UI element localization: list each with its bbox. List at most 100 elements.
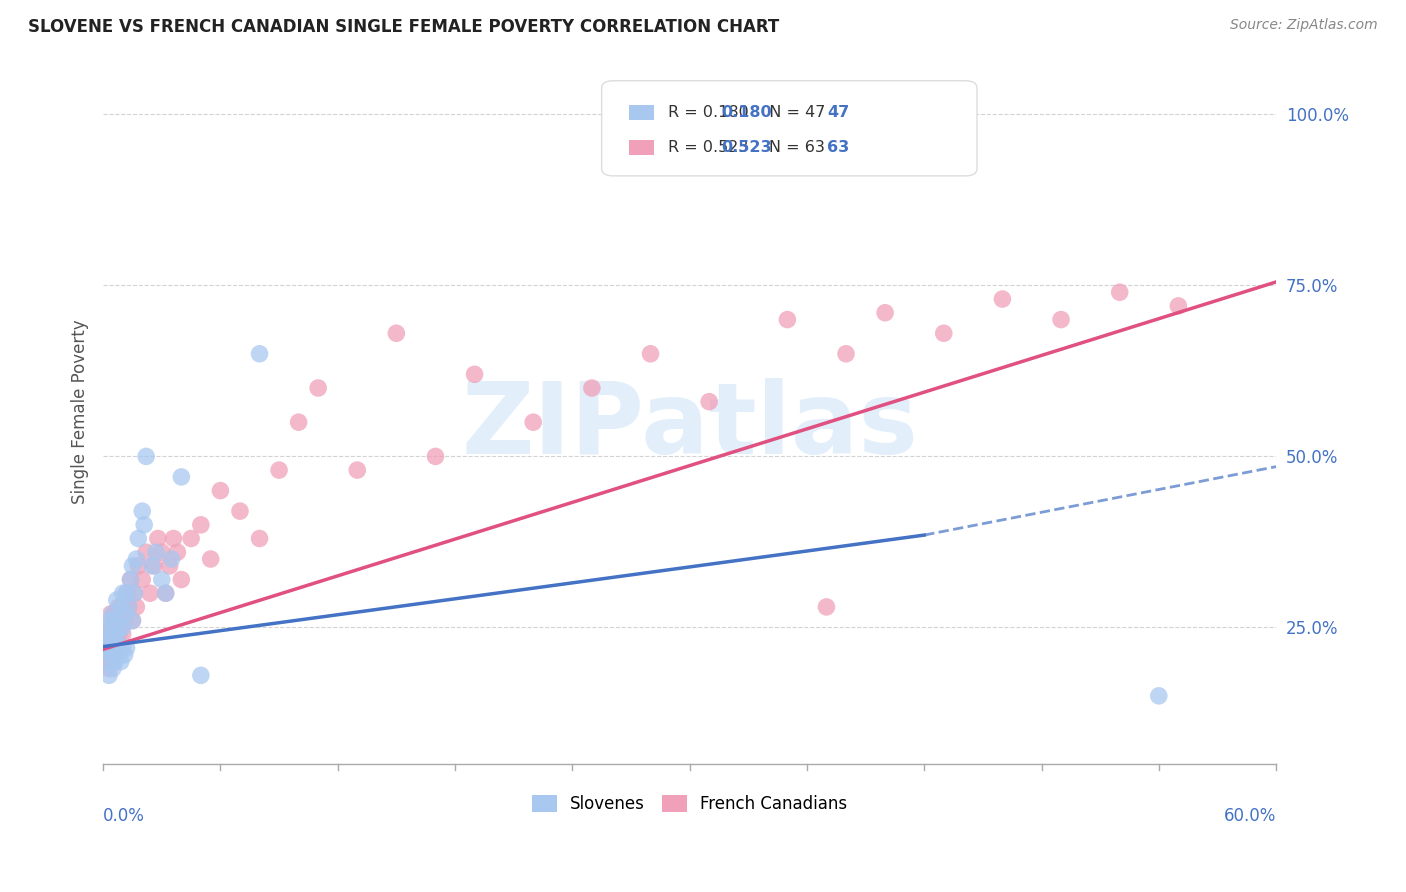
Point bbox=[105, 640, 128, 655]
Point bbox=[121, 614, 143, 628]
Point bbox=[125, 599, 148, 614]
Point bbox=[932, 326, 955, 341]
Point bbox=[110, 620, 132, 634]
Point bbox=[120, 573, 142, 587]
Text: 0.523: 0.523 bbox=[721, 140, 772, 155]
Point bbox=[98, 668, 121, 682]
Point bbox=[229, 504, 252, 518]
Point bbox=[159, 558, 181, 573]
Point bbox=[464, 368, 486, 382]
Point bbox=[94, 640, 117, 655]
Point bbox=[155, 586, 177, 600]
Point bbox=[110, 655, 132, 669]
Text: 0.180: 0.180 bbox=[721, 105, 772, 120]
Point bbox=[1050, 312, 1073, 326]
Point bbox=[150, 545, 173, 559]
Point bbox=[385, 326, 408, 341]
Point bbox=[135, 545, 157, 559]
Y-axis label: Single Female Poverty: Single Female Poverty bbox=[72, 319, 89, 504]
Point bbox=[104, 634, 127, 648]
Point bbox=[111, 640, 134, 655]
Point bbox=[111, 620, 134, 634]
Point bbox=[101, 661, 124, 675]
Point bbox=[139, 586, 162, 600]
Point bbox=[131, 504, 153, 518]
Text: 60.0%: 60.0% bbox=[1223, 806, 1277, 824]
Point bbox=[104, 655, 127, 669]
Point bbox=[1167, 299, 1189, 313]
Point bbox=[160, 552, 183, 566]
Point bbox=[249, 532, 271, 546]
Point bbox=[98, 661, 121, 675]
Point bbox=[96, 620, 118, 634]
Point bbox=[100, 627, 122, 641]
Point bbox=[117, 599, 139, 614]
Point bbox=[267, 463, 290, 477]
Point bbox=[104, 607, 127, 621]
Point bbox=[835, 347, 858, 361]
Point bbox=[141, 558, 163, 573]
Point bbox=[522, 415, 544, 429]
Point bbox=[124, 586, 146, 600]
Point bbox=[991, 292, 1014, 306]
Text: 47: 47 bbox=[827, 105, 849, 120]
Point bbox=[697, 394, 720, 409]
Point bbox=[117, 599, 139, 614]
Point bbox=[115, 586, 138, 600]
Point bbox=[640, 347, 662, 361]
Point bbox=[107, 599, 129, 614]
FancyBboxPatch shape bbox=[602, 81, 977, 176]
Point bbox=[776, 312, 799, 326]
Point bbox=[134, 517, 156, 532]
Point bbox=[131, 573, 153, 587]
Point bbox=[115, 586, 138, 600]
Point bbox=[105, 614, 128, 628]
Point bbox=[100, 607, 122, 621]
Legend: Slovenes, French Canadians: Slovenes, French Canadians bbox=[526, 788, 853, 820]
Point bbox=[170, 470, 193, 484]
Point bbox=[287, 415, 309, 429]
Point bbox=[190, 517, 212, 532]
Point bbox=[101, 648, 124, 662]
Point bbox=[104, 634, 127, 648]
Bar bbox=[628, 140, 654, 155]
Point bbox=[105, 648, 128, 662]
Point bbox=[875, 306, 897, 320]
Point bbox=[155, 586, 177, 600]
Point bbox=[166, 545, 188, 559]
Point bbox=[111, 599, 134, 614]
Text: 63: 63 bbox=[827, 140, 849, 155]
Point bbox=[111, 586, 134, 600]
Point bbox=[105, 627, 128, 641]
Point bbox=[96, 655, 118, 669]
Point bbox=[120, 573, 142, 587]
Point bbox=[100, 648, 122, 662]
Point bbox=[815, 599, 838, 614]
Point bbox=[150, 573, 173, 587]
Point bbox=[105, 593, 128, 607]
Text: R = 0.180    N = 47: R = 0.180 N = 47 bbox=[668, 105, 825, 120]
Text: Source: ZipAtlas.com: Source: ZipAtlas.com bbox=[1230, 18, 1378, 32]
Point bbox=[124, 586, 146, 600]
Point bbox=[425, 450, 447, 464]
Point bbox=[107, 640, 129, 655]
Point bbox=[127, 558, 149, 573]
Point bbox=[180, 532, 202, 546]
Point bbox=[127, 532, 149, 546]
Point bbox=[111, 627, 134, 641]
Point bbox=[101, 607, 124, 621]
Point bbox=[145, 545, 167, 559]
Text: R = 0.523    N = 63: R = 0.523 N = 63 bbox=[668, 140, 825, 155]
Text: SLOVENE VS FRENCH CANADIAN SINGLE FEMALE POVERTY CORRELATION CHART: SLOVENE VS FRENCH CANADIAN SINGLE FEMALE… bbox=[28, 18, 779, 36]
Point bbox=[115, 640, 138, 655]
Text: 0.0%: 0.0% bbox=[103, 806, 145, 824]
Point bbox=[100, 640, 122, 655]
Point bbox=[107, 620, 129, 634]
Point bbox=[346, 463, 368, 477]
Point bbox=[1147, 689, 1170, 703]
Point bbox=[114, 648, 136, 662]
Point bbox=[98, 634, 121, 648]
Point bbox=[121, 558, 143, 573]
Point bbox=[162, 532, 184, 546]
Point bbox=[98, 614, 121, 628]
